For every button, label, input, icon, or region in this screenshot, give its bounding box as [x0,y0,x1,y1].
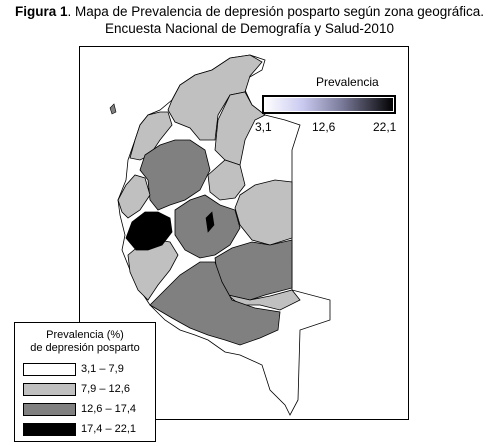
legend-swatch-2 [23,383,76,396]
legend-swatch-3 [23,403,76,416]
region-east-plains [234,179,293,246]
title-text: . Mapa de Prevalencia de depresión pospa… [67,4,485,19]
region-south-amazon [149,261,281,346]
figure-title: Figura 1. Mapa de Prevalencia de depresi… [0,3,499,37]
legend-title-line-2: de depresión posparto [30,342,140,354]
colorbar-gradient [262,95,396,114]
region-west-coast [117,174,151,219]
region-island [109,103,117,115]
colorbar-inner-border [264,97,394,112]
colorbar-mid-label: 12,6 [312,120,336,134]
title-line-2: Encuesta Nacional de Demografía y Salud-… [105,21,394,36]
region-highest-small [205,211,215,233]
region-northwest [129,111,173,161]
legend-swatch-1 [23,363,76,376]
colorbar-max-label: 22,1 [373,120,397,134]
legend-title-line-1: Prevalencia (%) [46,329,124,341]
map-legend: Prevalencia (%) de depresión posparto 3,… [14,322,156,442]
figure-label: Figura 1 [14,4,68,19]
legend-label-3: 12,6 – 17,4 [81,403,137,415]
title-line-1: Figura 1. Mapa de Prevalencia de depresi… [0,3,499,20]
colorbar-min-label: 3,1 [255,120,272,134]
legend-swatch-4 [23,423,76,436]
region-northeast [214,91,266,166]
region-center-east [207,159,246,201]
legend-label-1: 3,1 – 7,9 [81,363,124,375]
colorbar-title: Prevalencia [316,75,379,89]
legend-label-4: 17,4 – 22,1 [81,423,137,435]
region-highest [125,211,173,251]
legend-label-2: 7,9 – 12,6 [81,383,130,395]
region-west-central [139,139,211,211]
